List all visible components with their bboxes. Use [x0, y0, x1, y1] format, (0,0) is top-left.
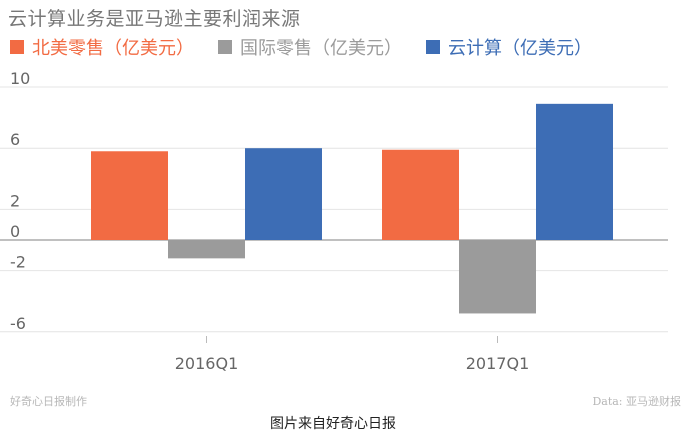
- legend-swatch-cloud: [426, 40, 440, 54]
- bar: [382, 149, 459, 240]
- legend-swatch-north-america: [10, 40, 24, 54]
- image-caption: 图片来自好奇心日报: [270, 416, 396, 432]
- footer-source: Data: 亚马逊财报: [592, 395, 681, 408]
- y-tick-label: 2: [10, 191, 20, 210]
- bar-chart: 10 6 2 0 -2 -6 2016Q1 2017Q1: [0, 69, 668, 373]
- y-tick-label: 10: [10, 69, 30, 88]
- bar: [536, 103, 613, 240]
- bar: [91, 151, 168, 240]
- legend: 北美零售（亿美元） 国际零售（亿美元） 云计算（亿美元）: [10, 34, 592, 60]
- chart-title: 云计算业务是亚马逊主要利润来源: [8, 8, 301, 30]
- legend-label-north-america: 北美零售（亿美元）: [32, 38, 194, 59]
- x-tick-label: 2017Q1: [466, 354, 530, 373]
- bar: [459, 240, 536, 314]
- legend-swatch-international: [218, 40, 232, 54]
- bar: [168, 240, 245, 259]
- legend-item-international: 国际零售（亿美元）: [218, 34, 402, 60]
- y-tick-label: -2: [10, 253, 26, 272]
- y-tick-label: 6: [10, 130, 20, 149]
- legend-item-north-america: 北美零售（亿美元）: [10, 34, 194, 60]
- bar: [245, 148, 322, 240]
- x-tick-label: 2016Q1: [175, 354, 239, 373]
- footer-credit: 好奇心日报制作: [10, 395, 87, 408]
- legend-item-cloud: 云计算（亿美元）: [426, 34, 592, 60]
- y-tick-label: -6: [10, 314, 26, 333]
- legend-label-international: 国际零售（亿美元）: [240, 38, 402, 59]
- legend-label-cloud: 云计算（亿美元）: [448, 38, 592, 59]
- y-tick-label: 0: [10, 222, 20, 241]
